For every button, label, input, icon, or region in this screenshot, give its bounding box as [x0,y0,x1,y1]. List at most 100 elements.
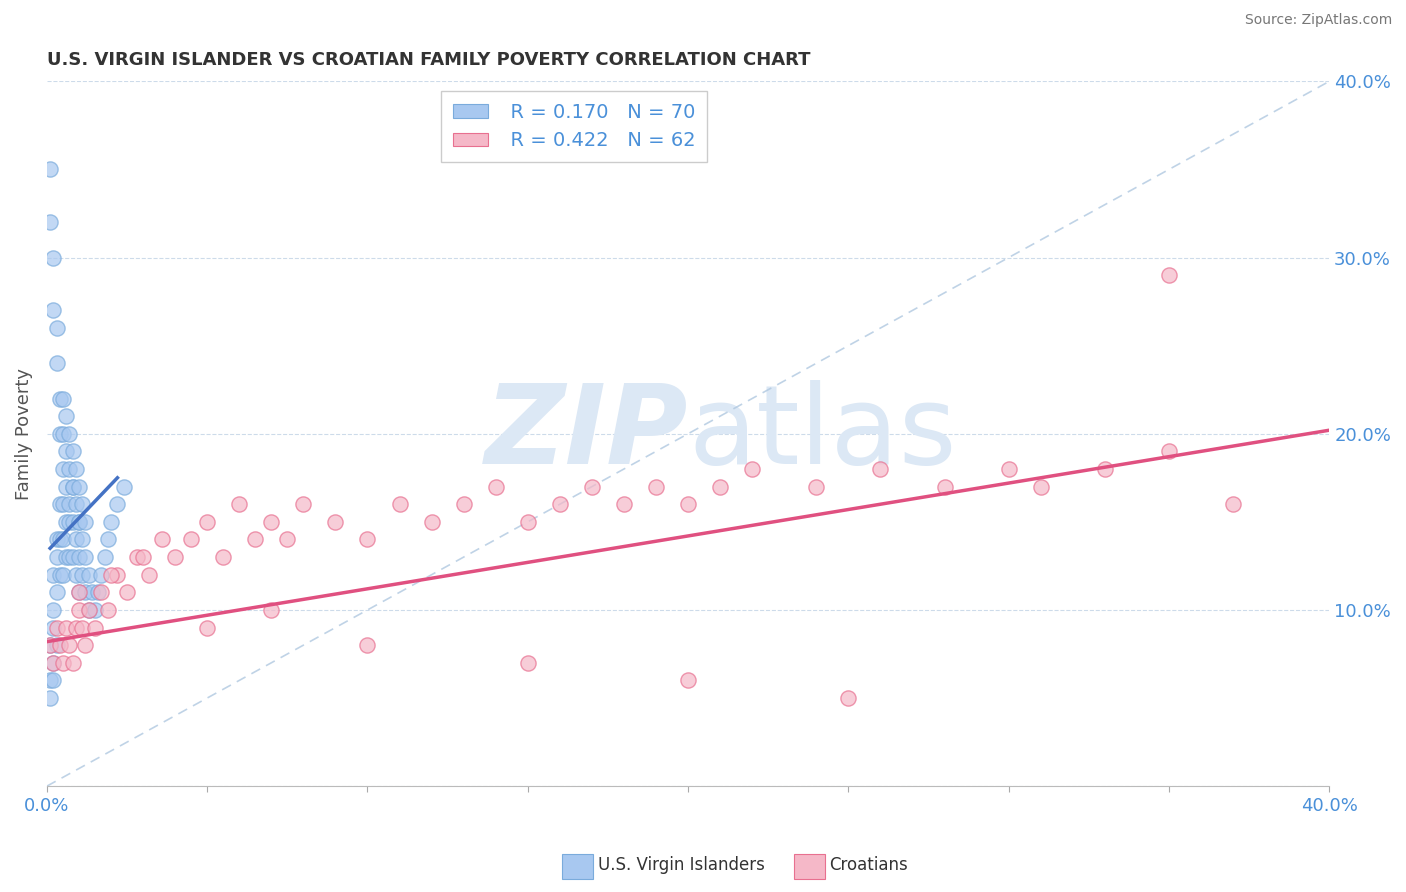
Point [613,497,636,511]
Point [100,567,122,582]
Point [165,550,187,565]
Text: Source: ZipAtlas.com: Source: ZipAtlas.com [1244,13,1392,28]
Point [420,515,443,529]
Point [1222,497,1244,511]
Point [77,603,100,617]
Point [65,497,87,511]
Point [70,567,93,582]
Point [276,533,298,547]
Point [709,480,731,494]
Point [55,515,77,529]
Point [39,638,62,652]
Point [245,533,267,547]
Point [39,162,62,177]
Point [48,567,70,582]
Point [52,462,75,476]
Point [42,656,65,670]
Point [676,673,699,688]
Text: atlas: atlas [688,380,956,487]
Point [97,603,120,617]
Point [55,409,77,424]
Point [48,426,70,441]
Point [45,585,67,599]
Point [62,480,84,494]
Point [65,533,87,547]
Point [67,515,90,529]
Point [67,515,90,529]
Point [65,462,87,476]
Point [645,480,668,494]
Point [75,515,97,529]
Point [52,656,75,670]
Point [485,480,508,494]
Point [58,550,80,565]
Point [45,621,67,635]
Point [67,585,90,599]
Point [58,426,80,441]
Point [869,462,891,476]
Point [115,585,138,599]
Point [62,656,84,670]
Point [260,603,283,617]
Text: Croatians: Croatians [830,856,908,874]
Point [388,497,411,511]
Point [453,497,475,511]
Point [107,567,129,582]
Point [58,497,80,511]
Point [84,621,107,635]
Point [39,673,62,688]
Point [52,392,75,406]
Point [195,621,218,635]
Point [58,515,80,529]
Point [837,691,859,706]
Point [100,515,122,529]
Point [62,515,84,529]
Point [1029,480,1052,494]
Point [77,603,100,617]
Point [70,533,93,547]
Point [934,480,956,494]
Point [58,638,80,652]
Point [55,480,77,494]
Point [62,550,84,565]
Point [52,567,75,582]
Point [39,638,62,652]
Point [548,497,571,511]
Point [516,656,538,670]
Point [58,462,80,476]
Point [228,497,250,511]
Point [65,567,87,582]
Point [741,462,763,476]
Point [195,515,218,529]
Point [48,533,70,547]
Text: ZIP: ZIP [485,380,688,487]
Point [997,462,1019,476]
Point [77,567,100,582]
Point [55,621,77,635]
Point [806,480,828,494]
Point [45,356,67,370]
Point [42,603,65,617]
Point [52,497,75,511]
Point [48,638,70,652]
Point [90,567,112,582]
Point [45,638,67,652]
Point [55,444,77,458]
Point [356,638,378,652]
Point [45,321,67,335]
Point [516,515,538,529]
Point [67,550,90,565]
Point [75,638,97,652]
Point [39,691,62,706]
Point [67,480,90,494]
Point [62,480,84,494]
Point [48,497,70,511]
Point [67,603,90,617]
Text: U.S. Virgin Islanders: U.S. Virgin Islanders [598,856,765,874]
Point [107,497,129,511]
Point [1157,444,1180,458]
Point [676,497,699,511]
Point [138,567,160,582]
Point [212,550,235,565]
Point [52,426,75,441]
